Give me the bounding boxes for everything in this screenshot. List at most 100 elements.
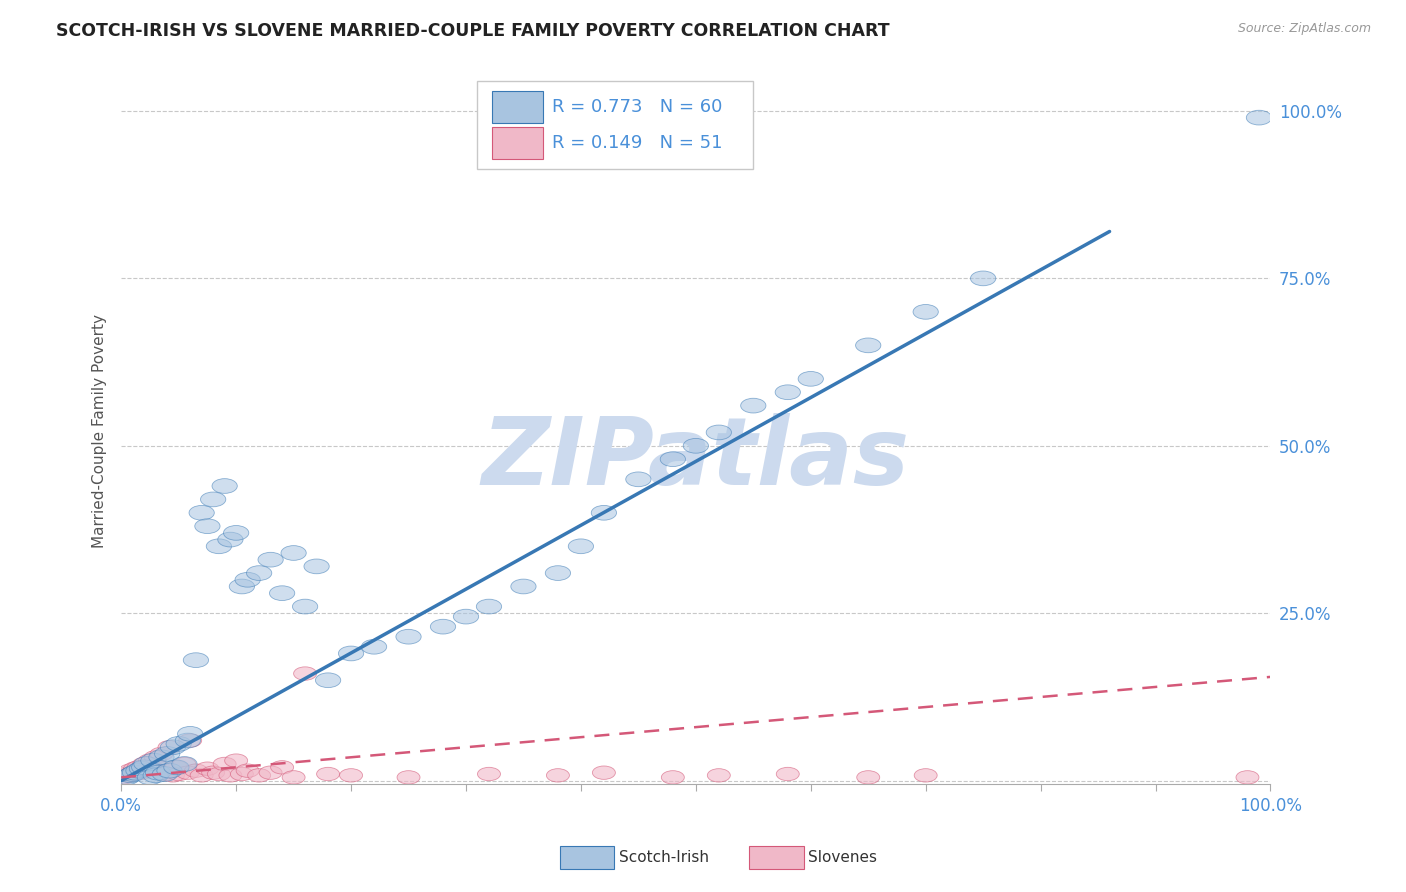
Ellipse shape: [138, 754, 162, 767]
Ellipse shape: [212, 479, 238, 493]
Ellipse shape: [270, 761, 294, 774]
Ellipse shape: [201, 766, 225, 780]
Ellipse shape: [259, 766, 283, 780]
Ellipse shape: [224, 525, 249, 541]
Ellipse shape: [163, 760, 188, 774]
Ellipse shape: [856, 771, 880, 784]
Ellipse shape: [157, 740, 181, 754]
Ellipse shape: [970, 271, 995, 285]
Ellipse shape: [235, 573, 260, 587]
Text: Source: ZipAtlas.com: Source: ZipAtlas.com: [1237, 22, 1371, 36]
Ellipse shape: [153, 767, 176, 780]
Ellipse shape: [257, 552, 283, 567]
Ellipse shape: [281, 546, 307, 560]
Ellipse shape: [661, 771, 685, 784]
Ellipse shape: [173, 757, 195, 771]
Ellipse shape: [184, 764, 208, 777]
Ellipse shape: [339, 646, 364, 661]
Text: SCOTCH-IRISH VS SLOVENE MARRIED-COUPLE FAMILY POVERTY CORRELATION CHART: SCOTCH-IRISH VS SLOVENE MARRIED-COUPLE F…: [56, 22, 890, 40]
Ellipse shape: [122, 765, 148, 780]
Ellipse shape: [121, 766, 145, 780]
Ellipse shape: [214, 757, 236, 771]
Text: ZIPatlas: ZIPatlas: [482, 413, 910, 505]
Ellipse shape: [547, 769, 569, 782]
Ellipse shape: [166, 737, 191, 751]
Ellipse shape: [150, 747, 173, 761]
Ellipse shape: [152, 766, 177, 781]
Ellipse shape: [135, 764, 157, 777]
Ellipse shape: [179, 734, 201, 747]
Y-axis label: Married-Couple Family Poverty: Married-Couple Family Poverty: [93, 314, 107, 548]
Ellipse shape: [160, 739, 186, 755]
Ellipse shape: [396, 630, 422, 644]
Ellipse shape: [661, 452, 686, 467]
Ellipse shape: [143, 768, 169, 782]
Ellipse shape: [167, 767, 190, 780]
Ellipse shape: [592, 506, 617, 520]
Ellipse shape: [396, 771, 420, 784]
Ellipse shape: [477, 599, 502, 614]
FancyBboxPatch shape: [492, 127, 543, 159]
Ellipse shape: [430, 619, 456, 634]
Ellipse shape: [132, 760, 157, 774]
Ellipse shape: [315, 673, 340, 688]
Ellipse shape: [453, 609, 478, 624]
Ellipse shape: [1246, 111, 1271, 125]
Ellipse shape: [141, 753, 166, 768]
Ellipse shape: [799, 371, 824, 386]
Ellipse shape: [225, 754, 247, 767]
Ellipse shape: [117, 769, 139, 782]
Ellipse shape: [231, 767, 253, 780]
Ellipse shape: [165, 761, 188, 774]
Ellipse shape: [292, 599, 318, 614]
Ellipse shape: [156, 764, 179, 777]
Ellipse shape: [246, 566, 271, 581]
Ellipse shape: [195, 762, 219, 775]
Ellipse shape: [146, 761, 170, 774]
Ellipse shape: [124, 762, 146, 775]
Text: R = 0.773   N = 60: R = 0.773 N = 60: [553, 98, 723, 116]
Ellipse shape: [568, 539, 593, 554]
Ellipse shape: [157, 764, 183, 778]
Ellipse shape: [856, 338, 882, 352]
Ellipse shape: [183, 653, 208, 667]
Ellipse shape: [294, 667, 316, 681]
Ellipse shape: [236, 764, 259, 777]
Ellipse shape: [316, 767, 340, 780]
Ellipse shape: [118, 768, 143, 782]
Ellipse shape: [177, 726, 202, 741]
Ellipse shape: [190, 769, 214, 782]
Ellipse shape: [592, 766, 616, 780]
Ellipse shape: [219, 769, 242, 782]
Ellipse shape: [145, 765, 170, 780]
Ellipse shape: [155, 747, 180, 761]
Ellipse shape: [914, 769, 938, 782]
Ellipse shape: [114, 770, 139, 785]
Ellipse shape: [176, 733, 201, 747]
Ellipse shape: [207, 539, 232, 554]
Ellipse shape: [229, 579, 254, 594]
Ellipse shape: [176, 766, 200, 780]
Ellipse shape: [706, 425, 731, 440]
Ellipse shape: [131, 766, 153, 780]
Ellipse shape: [510, 579, 536, 594]
Ellipse shape: [304, 559, 329, 574]
Ellipse shape: [683, 439, 709, 453]
Ellipse shape: [149, 750, 174, 764]
Text: Scotch-Irish: Scotch-Irish: [619, 850, 709, 864]
Text: R = 0.149   N = 51: R = 0.149 N = 51: [553, 134, 723, 152]
Ellipse shape: [120, 764, 142, 777]
Ellipse shape: [208, 767, 231, 780]
FancyBboxPatch shape: [492, 91, 543, 123]
Ellipse shape: [129, 761, 155, 776]
Ellipse shape: [127, 761, 150, 774]
Ellipse shape: [741, 398, 766, 413]
Ellipse shape: [201, 492, 226, 507]
Ellipse shape: [775, 384, 800, 400]
Ellipse shape: [112, 771, 135, 784]
Ellipse shape: [172, 756, 197, 772]
Ellipse shape: [142, 762, 165, 775]
Ellipse shape: [162, 769, 184, 782]
Ellipse shape: [361, 640, 387, 654]
Text: Slovenes: Slovenes: [808, 850, 877, 864]
